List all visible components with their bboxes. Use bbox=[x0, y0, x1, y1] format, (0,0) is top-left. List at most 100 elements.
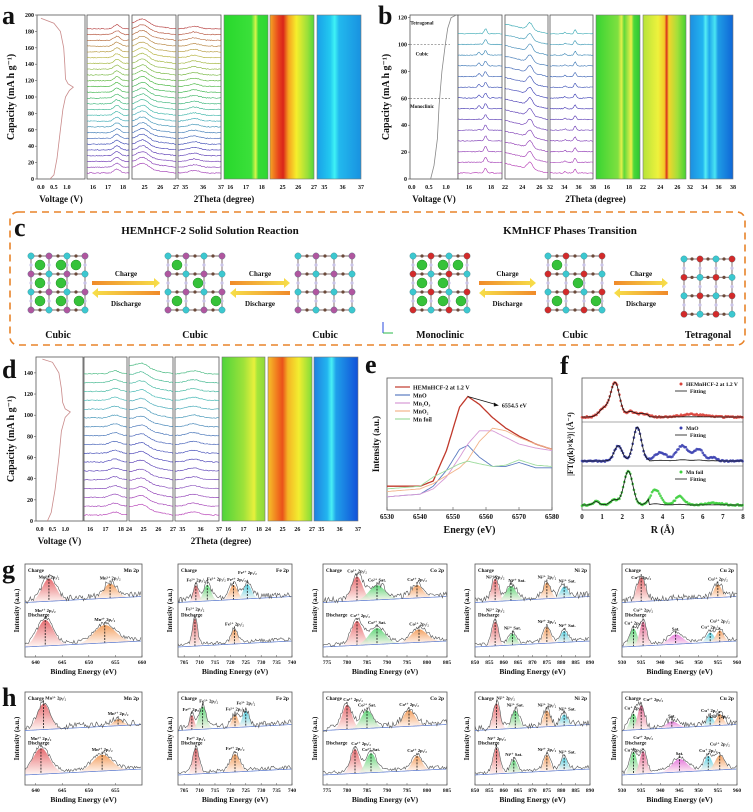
peak-label: Co²⁺ Sat. bbox=[362, 747, 380, 752]
legend-label: HEMnHCF-2 at 1.2 V bbox=[413, 386, 470, 392]
xrd-pattern-line bbox=[550, 50, 594, 56]
xps-peak-area bbox=[631, 621, 656, 647]
panel-label-b: b bbox=[378, 1, 392, 30]
xps-peak-area bbox=[352, 753, 389, 774]
xrd-pattern-line bbox=[131, 52, 177, 64]
xrd-pattern-line bbox=[131, 133, 177, 145]
two-theta-tick-label: 37 bbox=[218, 185, 224, 191]
metal-atom bbox=[680, 255, 688, 263]
carbon-atom bbox=[573, 254, 577, 258]
xrd-pattern-line bbox=[549, 115, 593, 121]
nitrogen-atom bbox=[714, 303, 718, 307]
peak-label: Ni²⁺ 2p₃/₂ bbox=[486, 575, 505, 580]
carbon-atom bbox=[74, 290, 78, 294]
carbon-atom bbox=[722, 275, 726, 279]
carbon-atom bbox=[341, 254, 345, 258]
xrd-pattern-line bbox=[131, 41, 177, 53]
xrd-pattern-line bbox=[128, 424, 173, 436]
peak-label: Sat. bbox=[668, 713, 676, 718]
legend-marker bbox=[679, 426, 683, 430]
xrd-pattern-line bbox=[174, 458, 220, 463]
heatmap-tick-label: 26 bbox=[295, 185, 301, 191]
xrd-pattern-line bbox=[177, 72, 222, 76]
metal-atom bbox=[544, 270, 552, 278]
x-tick-label: 930 bbox=[618, 660, 627, 666]
nitrogen-atom bbox=[447, 299, 451, 303]
nitrogen-atom bbox=[429, 281, 433, 285]
xrd-pattern-line bbox=[178, 164, 222, 168]
peak-label: Cu²⁺ 2p₃/₂ bbox=[643, 697, 663, 702]
carbon-atom bbox=[193, 308, 197, 312]
y-tick-label: 120 bbox=[24, 392, 33, 398]
y-axis-label: Intensity (a.u.) bbox=[311, 716, 319, 760]
xrd-pattern-line bbox=[174, 493, 220, 499]
two-theta-tick-label: 25 bbox=[142, 185, 148, 191]
xps-raw-data-line bbox=[24, 744, 142, 773]
y-axis-label: |FT(χ(k)×k³)| (Å⁻⁴) bbox=[566, 412, 575, 476]
xps-plot-frame bbox=[177, 691, 293, 786]
metal-atom bbox=[445, 288, 453, 296]
xrd-pattern-line bbox=[131, 116, 176, 128]
peak-label: Fe²⁺ 2p₁/₂ bbox=[227, 577, 246, 582]
nitrogen-atom bbox=[83, 263, 87, 267]
x-axis-label: Binding Energy (eV) bbox=[646, 795, 713, 804]
metal-atom bbox=[680, 292, 688, 300]
two-theta-tick-label: 16 bbox=[90, 185, 96, 191]
two-theta-tick-label: 18 bbox=[120, 185, 126, 191]
metal-atom bbox=[27, 288, 35, 296]
xrd-pattern-line bbox=[132, 36, 177, 47]
x-tick-label: 740 bbox=[288, 660, 297, 666]
nitrogen-atom bbox=[564, 281, 568, 285]
carbon-atom bbox=[420, 272, 424, 276]
y-axis-label: Intensity (a.u.) bbox=[166, 716, 174, 760]
metal-atom bbox=[27, 270, 35, 278]
xrd-pattern-line bbox=[86, 116, 130, 122]
xrd-pattern-line bbox=[504, 161, 549, 174]
metal-atom bbox=[312, 252, 320, 260]
heatmap-tick-label: 16 bbox=[225, 527, 231, 533]
x-tick-label: 6570 bbox=[512, 513, 527, 521]
x-tick-label: 875 bbox=[543, 660, 552, 666]
peak-label: Cu⁺ 2p₃/₂ bbox=[624, 621, 643, 626]
xrd-pattern-line bbox=[504, 118, 549, 131]
peak-label: Fe³⁺ 2p₃/₂ bbox=[199, 698, 218, 703]
data-marker bbox=[657, 492, 661, 495]
xrd-pattern-line bbox=[504, 75, 549, 88]
xrd-pattern-line bbox=[457, 114, 503, 121]
xrd-pattern-line bbox=[83, 493, 128, 499]
nitrogen-atom bbox=[220, 281, 224, 285]
voltage-tick-label: 0.5 bbox=[50, 185, 58, 191]
xrd-pattern-line bbox=[128, 450, 174, 463]
background-line bbox=[24, 640, 141, 648]
xrd-pattern-line bbox=[131, 76, 177, 88]
x-axis-label: Binding Energy (eV) bbox=[202, 667, 269, 676]
potassium-ion bbox=[455, 295, 467, 307]
xrd-pattern-line bbox=[84, 440, 128, 446]
nitrogen-atom bbox=[296, 263, 300, 267]
potassium-ion bbox=[416, 259, 428, 271]
y-tick-label: 60 bbox=[28, 128, 34, 134]
x-tick-label: 860 bbox=[500, 788, 509, 794]
contour-heatmap bbox=[223, 14, 269, 180]
element-label: Mn 2p bbox=[124, 696, 139, 702]
xrd-pattern-line bbox=[83, 458, 128, 463]
metal-atom bbox=[182, 252, 190, 260]
carbon-atom bbox=[193, 290, 197, 294]
two-theta-tick-label: 24 bbox=[126, 527, 132, 533]
background-line bbox=[622, 768, 737, 776]
element-label: Cu 2p bbox=[720, 696, 734, 702]
xrd-pattern-line bbox=[549, 158, 594, 164]
metal-atom bbox=[45, 270, 53, 278]
metal-atom bbox=[598, 288, 606, 296]
xrd-pattern-line bbox=[128, 442, 174, 454]
carbon-atom bbox=[420, 290, 424, 294]
nitrogen-atom bbox=[202, 263, 206, 267]
charge-state-label: Charge bbox=[28, 569, 45, 574]
x-tick-label: 5 bbox=[681, 513, 685, 521]
element-label: Co 2p bbox=[430, 568, 444, 574]
x-tick-label: 940 bbox=[656, 788, 665, 794]
nitrogen-atom bbox=[314, 263, 318, 267]
xrd-pattern-line bbox=[177, 123, 222, 128]
potassium-ion bbox=[192, 277, 204, 289]
peak-label: Mn³⁺ 2p₃/₂ bbox=[39, 575, 60, 580]
